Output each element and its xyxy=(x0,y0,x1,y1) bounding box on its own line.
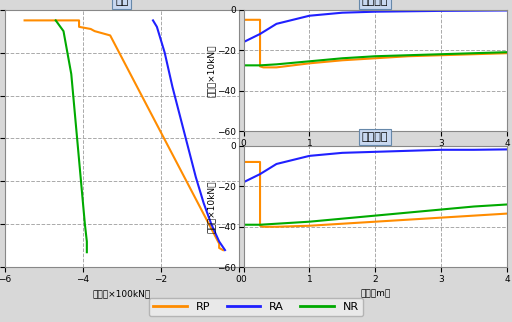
Title: 下スラブ: 下スラブ xyxy=(362,132,389,142)
Legend: RP, RA, NR: RP, RA, NR xyxy=(149,298,363,317)
X-axis label: 距離（m）: 距離（m） xyxy=(360,289,390,298)
X-axis label: 軸力（×100kN）: 軸力（×100kN） xyxy=(93,289,151,298)
X-axis label: 距離（m）: 距離（m） xyxy=(360,153,390,162)
Y-axis label: 軸力（×10kN）: 軸力（×10kN） xyxy=(206,44,216,97)
Title: 上スラブ: 上スラブ xyxy=(362,0,389,6)
Y-axis label: 軸力（×10kN）: 軸力（×10kN） xyxy=(206,180,216,233)
Title: 側壁: 側壁 xyxy=(115,0,129,6)
